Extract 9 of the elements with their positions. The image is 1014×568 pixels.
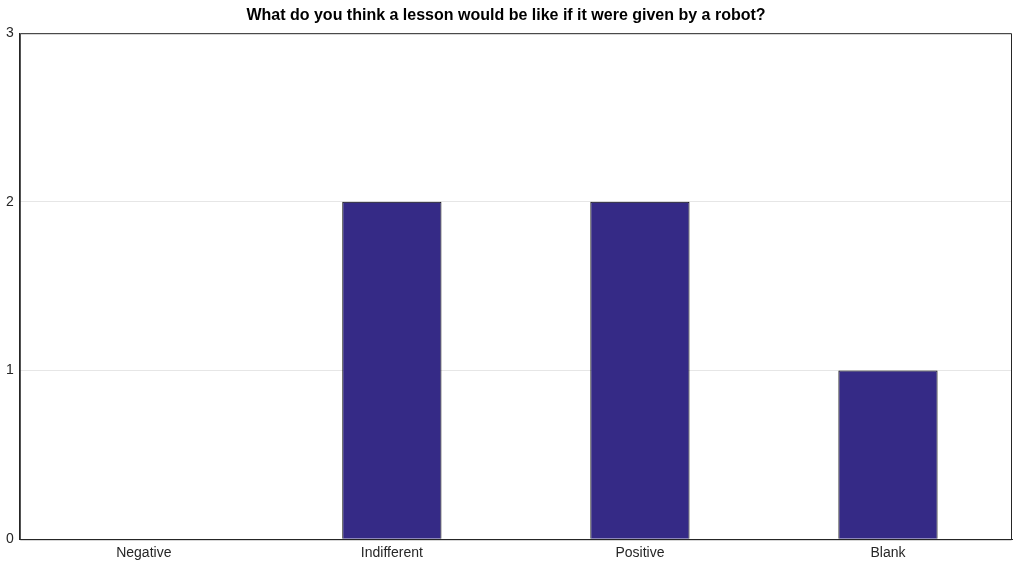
x-tick-label: Indifferent <box>360 544 423 561</box>
y-tick-label: 2 <box>5 192 14 209</box>
y-tick-label: 0 <box>5 530 14 547</box>
x-tick-label: Negative <box>116 544 172 561</box>
chart-title: What do you think a lesson would be like if it were given by a robot? <box>246 6 766 24</box>
y-tick-label: 1 <box>5 361 14 378</box>
x-tick-label: Blank <box>870 544 907 561</box>
x-tick-label: Positive <box>615 544 665 561</box>
y-tick-label: 3 <box>5 24 14 41</box>
